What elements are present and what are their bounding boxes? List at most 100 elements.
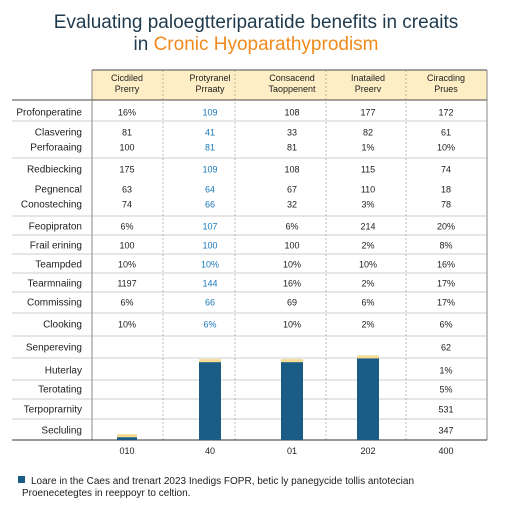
column-header-line1: Inatailed <box>351 73 385 83</box>
table-cell: 41 <box>205 128 215 138</box>
table-cell: 69 <box>287 298 297 308</box>
row-label: Terotating <box>38 385 82 396</box>
table-cell: 1% <box>361 143 374 153</box>
table-cell: 61 <box>441 128 451 138</box>
column-header-line2: Prraaty <box>195 84 225 94</box>
row-label: Frail erining <box>30 241 82 252</box>
row-label: Redbiecking <box>27 165 82 176</box>
table-cell: 5% <box>439 385 452 395</box>
table-cell: 115 <box>361 165 375 175</box>
column-header-line1: Cicdiled <box>111 73 143 83</box>
table-cell: 100 <box>119 241 134 251</box>
bar <box>199 362 221 440</box>
table-cell: 144 <box>202 279 217 289</box>
legend-swatch <box>18 476 25 483</box>
row-label: Pegnencal <box>35 185 82 196</box>
x-tick-label: 010 <box>119 446 134 456</box>
row-label: Perforaaing <box>30 143 82 154</box>
table-cell: 81 <box>287 143 297 153</box>
table-cell: 1197 <box>117 279 136 289</box>
x-tick-label: 01 <box>287 446 297 456</box>
table-cell: 10% <box>118 260 136 270</box>
column-header-line2: Taoppenent <box>268 84 316 94</box>
table-cell: 81 <box>205 143 215 153</box>
x-tick-label: 40 <box>205 446 215 456</box>
table-cell: 110 <box>361 185 375 195</box>
table-cell: 10% <box>201 260 219 270</box>
row-label: Commissing <box>27 298 82 309</box>
table-cell: 67 <box>287 185 297 195</box>
column-header-line1: Consacend <box>269 73 315 83</box>
row-label: Conosteching <box>21 200 82 211</box>
table-cell: 214 <box>360 222 375 232</box>
table-cell: 8% <box>439 241 452 251</box>
table-cell: 16% <box>283 279 301 289</box>
bar <box>281 362 303 440</box>
table-cell: 3% <box>361 200 374 210</box>
table-cell: 33 <box>287 128 297 138</box>
row-label: Terpoprarnity <box>24 405 82 416</box>
table-cell: 74 <box>441 165 451 175</box>
table-cell: 107 <box>202 222 217 232</box>
table-cell: 6% <box>285 222 298 232</box>
table-cell: 10% <box>359 260 377 270</box>
chart-title-condition: Cronic Hyoparathyprodism <box>153 34 379 55</box>
table-cell: 32 <box>287 200 297 210</box>
table-cell: 6% <box>120 222 133 232</box>
table-cell: 100 <box>119 143 134 153</box>
table-cell: 10% <box>283 260 301 270</box>
table-cell: 6% <box>203 320 216 330</box>
column-header-line2: Prerry <box>115 84 140 94</box>
row-label: Secluling <box>41 426 82 437</box>
table-cell: 82 <box>363 128 373 138</box>
header-band <box>92 70 487 100</box>
table-cell: 20% <box>437 222 455 232</box>
table-cell: 63 <box>122 185 132 195</box>
table-cell: 81 <box>122 128 132 138</box>
table-cell: 100 <box>284 241 299 251</box>
chart-title-prefix: in <box>133 34 154 55</box>
table-cell: 347 <box>438 426 453 436</box>
table-cell: 74 <box>122 200 132 210</box>
table-cell: 1% <box>439 366 452 376</box>
table-cell: 78 <box>441 200 451 210</box>
table-cell: 172 <box>438 108 453 118</box>
table-cell: 100 <box>202 241 217 251</box>
legend-text-line1: Loare in the Caes and trenart 2023 Inedi… <box>31 476 415 487</box>
table-cell: 16% <box>437 260 455 270</box>
bar-cap <box>357 355 379 359</box>
x-tick-label: 400 <box>438 446 453 456</box>
column-header-line2: Preerv <box>355 84 382 94</box>
table-cell: 66 <box>205 298 215 308</box>
table-cell: 109 <box>202 165 217 175</box>
bar-cap <box>281 359 303 363</box>
table-cell: 2% <box>361 279 374 289</box>
legend: Loare in the Caes and trenart 2023 Inedi… <box>18 476 414 500</box>
row-label: Huterlay <box>45 366 82 377</box>
table-gridlines <box>12 69 488 441</box>
x-tick-label: 202 <box>360 446 375 456</box>
row-label: Profonperatine <box>16 108 82 119</box>
bar <box>117 437 137 440</box>
legend-text-line2: Proenecetegtes in reeppoyr to celtion. <box>22 488 191 499</box>
table-cell: 6% <box>439 320 452 330</box>
row-label: Clooking <box>43 320 82 331</box>
table-cell: 66 <box>205 200 215 210</box>
row-label: Tearmnaiing <box>28 279 82 290</box>
row-label: Clasvering <box>35 128 82 139</box>
bar <box>357 358 379 440</box>
table-cell: 531 <box>438 405 453 415</box>
row-label: Feopipraton <box>29 222 82 233</box>
bar-cap <box>117 434 137 438</box>
row-label: Teampded <box>35 260 82 271</box>
table-cell: 62 <box>441 343 451 353</box>
bar-cap <box>199 359 221 363</box>
table-cell: 17% <box>437 279 455 289</box>
table-cell: 64 <box>205 185 215 195</box>
column-header-line1: Protyranel <box>189 73 230 83</box>
row-label: Senpereving <box>26 343 82 354</box>
table-cell: 10% <box>437 143 455 153</box>
table-cell: 17% <box>437 298 455 308</box>
table-cell: 108 <box>284 165 299 175</box>
